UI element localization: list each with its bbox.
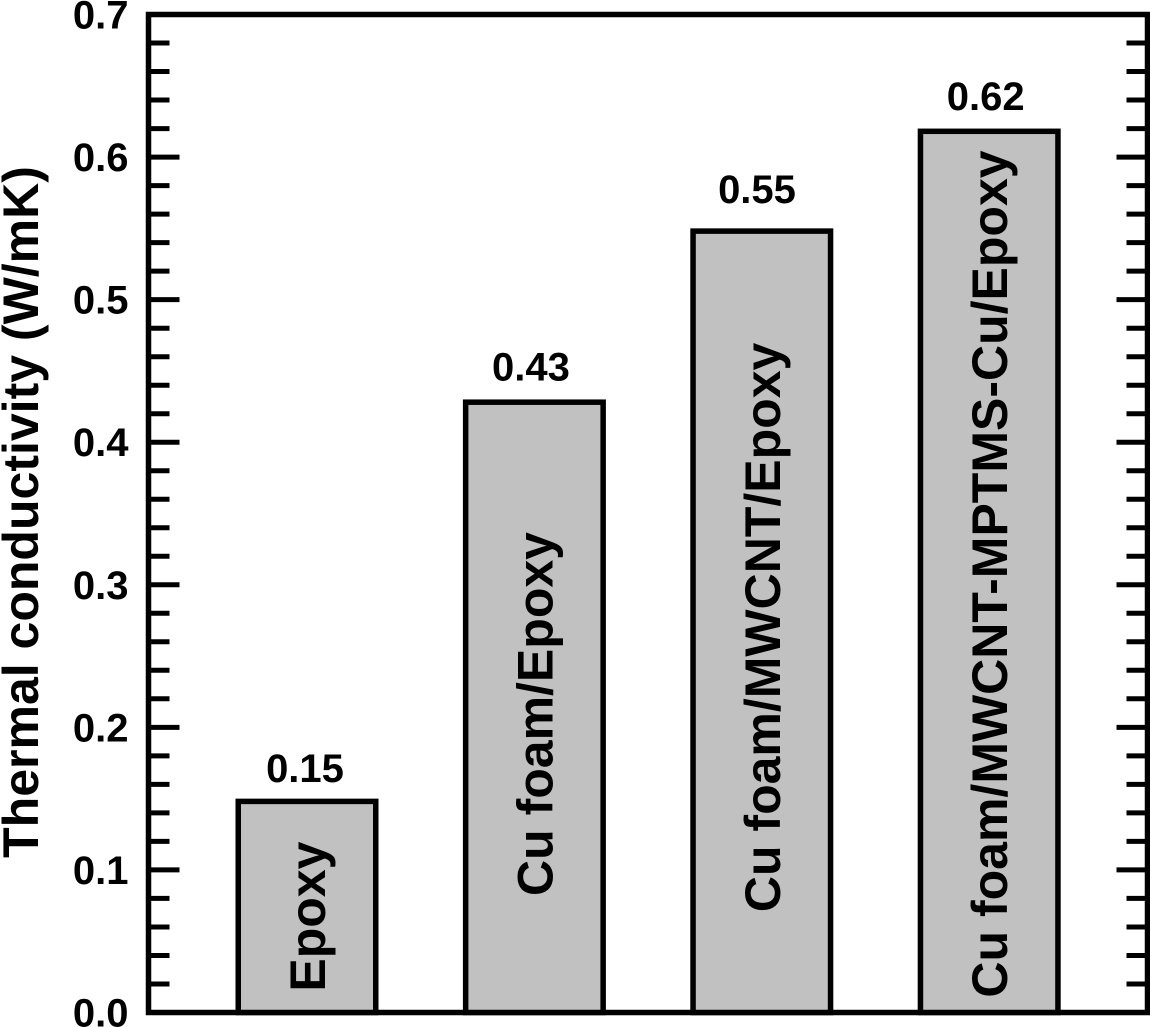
svg-text:0.7: 0.7 [73,0,129,38]
svg-text:0.2: 0.2 [73,706,129,750]
svg-text:0.62: 0.62 [947,75,1025,119]
svg-text:0.0: 0.0 [73,992,129,1027]
svg-text:0.4: 0.4 [73,421,129,465]
svg-text:Epoxy: Epoxy [280,841,336,991]
svg-text:0.55: 0.55 [718,168,796,212]
svg-text:Thermal conductivity (W/mK): Thermal conductivity (W/mK) [0,166,49,858]
svg-text:Cu foam/MWCNT/Epoxy: Cu foam/MWCNT/Epoxy [735,342,791,912]
svg-text:Cu foam/Epoxy: Cu foam/Epoxy [507,532,563,896]
svg-text:0.15: 0.15 [266,747,344,791]
svg-text:0.43: 0.43 [492,346,570,390]
svg-text:0.6: 0.6 [73,136,129,180]
svg-text:0.3: 0.3 [73,564,129,608]
svg-text:Cu foam/MWCNT-MPTMS-Cu/Epoxy: Cu foam/MWCNT-MPTMS-Cu/Epoxy [962,150,1018,997]
svg-text:0.5: 0.5 [73,279,129,323]
svg-text:0.1: 0.1 [73,849,129,893]
